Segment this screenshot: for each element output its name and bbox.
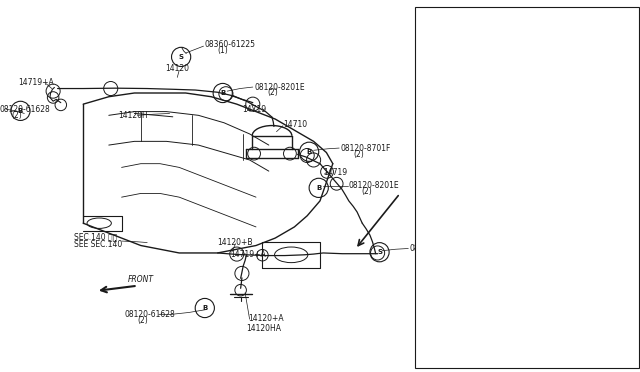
Text: 14719: 14719 [242,105,266,114]
Text: B: B [307,149,312,155]
Text: 14120: 14120 [165,64,189,73]
Text: 14719+A: 14719+A [18,78,54,87]
Text: 14719: 14719 [323,168,348,177]
Text: CAL [0289-0993]: CAL [0289-0993] [419,19,481,26]
Text: 08120-8201E: 08120-8201E [255,83,305,92]
Text: 08120-61628: 08120-61628 [0,105,51,114]
Text: 14120+B: 14120+B [218,238,253,247]
Text: SEC.140 参照: SEC.140 参照 [74,233,117,242]
Text: SEE SEC.140: SEE SEC.140 [74,240,122,249]
Text: (2): (2) [353,150,364,158]
Text: 14710: 14710 [283,120,307,129]
Text: ALL [0993-  ]: ALL [0993- ] [419,27,466,34]
Text: B: B [202,305,207,311]
Bar [415,7,639,368]
Text: 08360-61225: 08360-61225 [205,40,256,49]
Text: 14730: 14730 [472,46,495,52]
Text: B: B [316,185,321,191]
Text: S: S [377,249,382,255]
Text: (2): (2) [268,89,278,97]
Text: S: S [179,54,184,60]
Text: FRONT: FRONT [128,275,154,284]
Text: 14719+A: 14719+A [230,250,266,259]
Text: 14120HA: 14120HA [246,324,282,333]
Text: 14120+A: 14120+A [497,99,532,105]
Text: (2): (2) [12,111,22,120]
Text: 08120-61628: 08120-61628 [125,310,175,319]
Text: B: B [220,90,225,96]
Text: 14120+A: 14120+A [248,314,284,323]
Text: (1): (1) [422,250,433,259]
Text: 08120-8701F: 08120-8701F [340,144,391,153]
Text: (2): (2) [362,187,372,196]
Text: B: B [18,108,23,114]
Text: 14120H: 14120H [118,111,148,120]
Text: 08360-61225: 08360-61225 [410,244,461,253]
Text: 08120-8201E: 08120-8201E [349,182,399,190]
Text: ▲·7▲0:06: ▲·7▲0:06 [591,360,621,365]
Text: (1): (1) [218,46,228,55]
Text: (2): (2) [138,316,148,325]
